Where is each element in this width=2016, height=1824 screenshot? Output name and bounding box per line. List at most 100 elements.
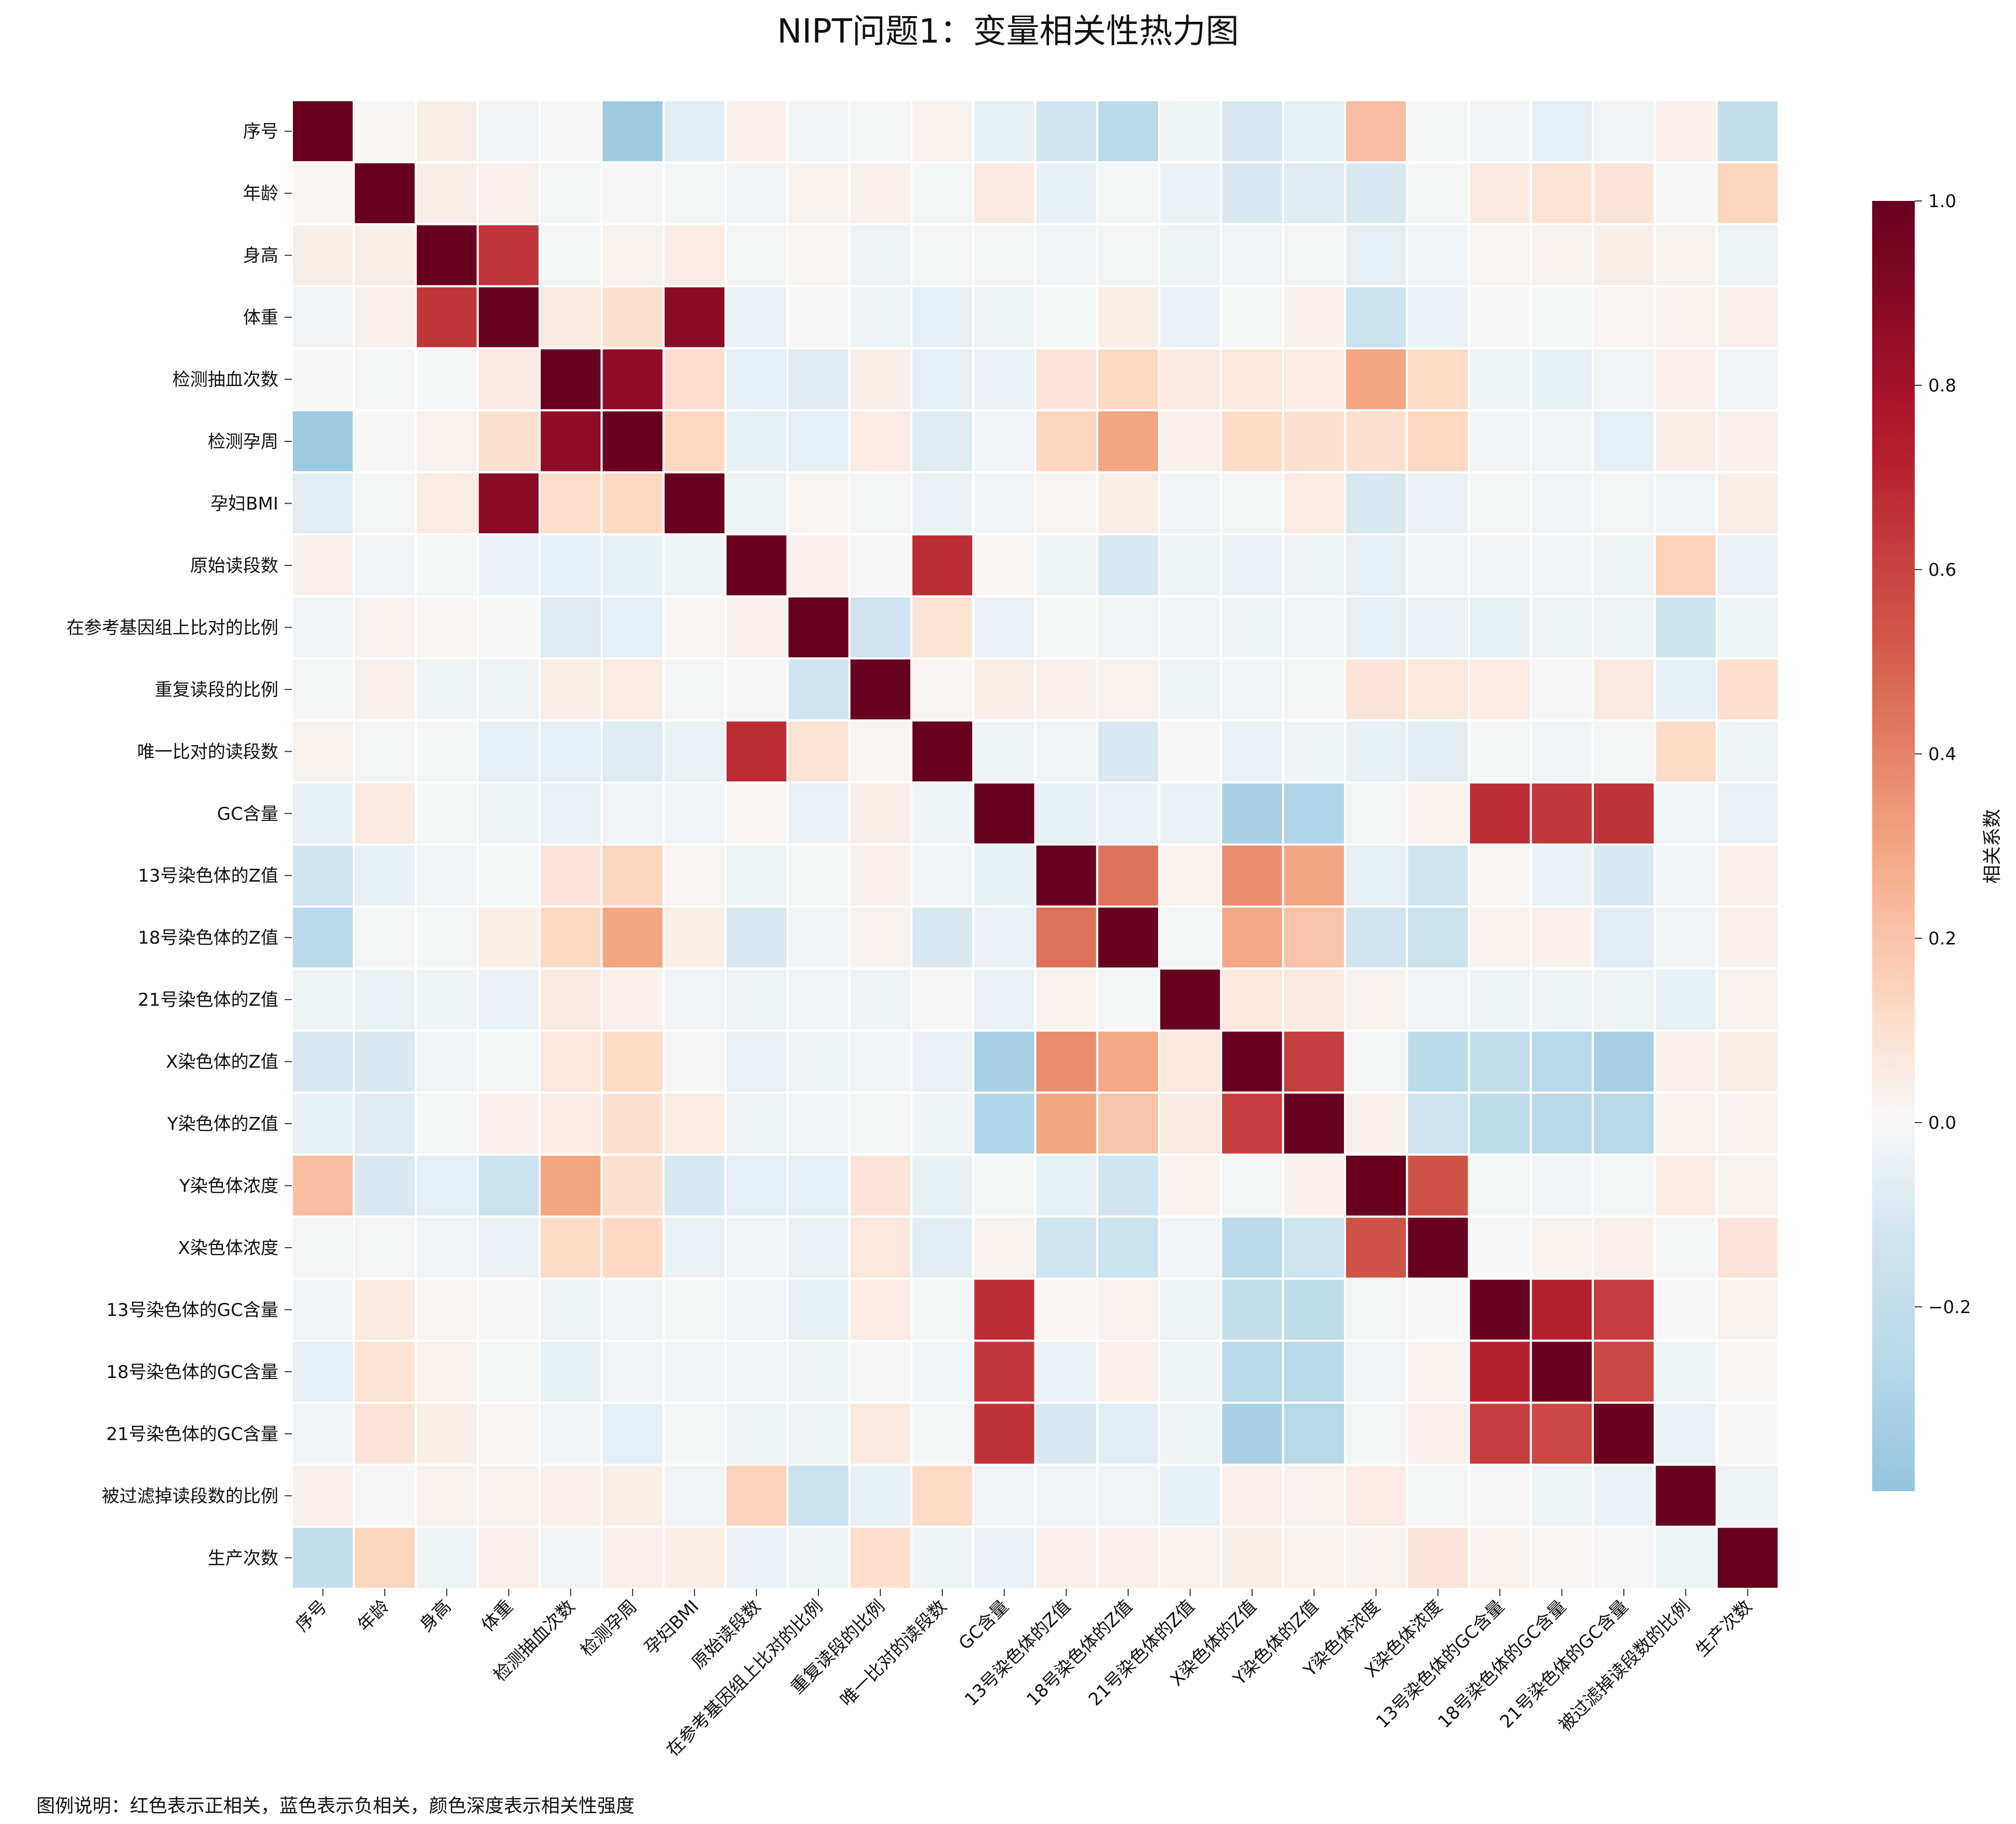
heatmap-cell bbox=[972, 843, 1037, 908]
heatmap-cell bbox=[1468, 781, 1532, 846]
heatmap-cell bbox=[414, 1340, 479, 1404]
heatmap-cell bbox=[972, 223, 1037, 288]
heatmap-cell bbox=[414, 285, 479, 349]
col-label: 唯一比对的读段数 bbox=[836, 1596, 951, 1711]
heatmap-cell bbox=[414, 1277, 479, 1342]
heatmap-cell bbox=[1158, 1277, 1222, 1342]
heatmap-cell bbox=[1220, 1029, 1284, 1094]
heatmap-cell bbox=[1406, 347, 1470, 412]
heatmap-cell bbox=[662, 1277, 727, 1342]
heatmap-cell bbox=[476, 905, 541, 970]
heatmap-cell bbox=[1282, 223, 1346, 288]
heatmap-cell bbox=[1468, 843, 1532, 908]
heatmap-cell bbox=[1034, 905, 1098, 970]
heatmap-cell bbox=[1096, 719, 1161, 784]
heatmap-cell bbox=[910, 347, 975, 412]
heatmap-cell bbox=[724, 409, 789, 474]
heatmap-cell bbox=[972, 1153, 1037, 1218]
heatmap-cell bbox=[786, 471, 851, 536]
heatmap-cell bbox=[1158, 285, 1222, 349]
heatmap-cell bbox=[1220, 285, 1284, 349]
heatmap-cell bbox=[786, 657, 851, 722]
heatmap-cell bbox=[1592, 905, 1656, 970]
heatmap-cell bbox=[1468, 1401, 1532, 1466]
row-label: 重复读段的比例 bbox=[155, 680, 278, 700]
heatmap-cell bbox=[1220, 1153, 1284, 1218]
heatmap-cell bbox=[1034, 285, 1098, 349]
heatmap-cell bbox=[1343, 657, 1408, 722]
heatmap-cell bbox=[600, 1340, 665, 1404]
heatmap-cell bbox=[1096, 1277, 1161, 1342]
col-label: 21号染色体的Z值 bbox=[1084, 1596, 1199, 1710]
heatmap-cell bbox=[848, 1153, 912, 1218]
heatmap-cell bbox=[910, 1215, 975, 1280]
heatmap-cell bbox=[1158, 781, 1222, 846]
heatmap-cell bbox=[1529, 1153, 1594, 1218]
heatmap-cell bbox=[1158, 1525, 1222, 1590]
heatmap-cell bbox=[291, 781, 355, 846]
heatmap-cell bbox=[848, 1277, 912, 1342]
heatmap-cell bbox=[291, 595, 355, 660]
heatmap-cell bbox=[1529, 1525, 1594, 1590]
heatmap-cell bbox=[662, 1091, 727, 1156]
heatmap-cell bbox=[1592, 161, 1656, 225]
heatmap-cell bbox=[414, 471, 479, 536]
heatmap-cell bbox=[662, 1525, 727, 1590]
heatmap-cell bbox=[910, 719, 975, 784]
heatmap-cell bbox=[786, 99, 851, 164]
heatmap-cell bbox=[1034, 223, 1098, 288]
heatmap-cell bbox=[1282, 1525, 1346, 1590]
heatmap-cell bbox=[662, 223, 727, 288]
heatmap-cell bbox=[972, 533, 1037, 598]
heatmap-cell bbox=[1592, 99, 1656, 164]
heatmap-cell bbox=[786, 533, 851, 598]
heatmap-cell bbox=[1654, 843, 1718, 908]
heatmap-cell bbox=[848, 967, 912, 1032]
heatmap-cell bbox=[1158, 409, 1222, 474]
heatmap-cell bbox=[910, 1153, 975, 1218]
heatmap-cell bbox=[1158, 1401, 1222, 1466]
heatmap-cells bbox=[291, 99, 1780, 1590]
heatmap-cell bbox=[1220, 781, 1284, 846]
heatmap-cell bbox=[1343, 781, 1408, 846]
heatmap-cell bbox=[1220, 161, 1284, 225]
heatmap-cell bbox=[972, 285, 1037, 349]
heatmap-cell bbox=[1529, 719, 1594, 784]
heatmap-cell bbox=[1592, 595, 1656, 660]
heatmap-cell bbox=[848, 843, 912, 908]
heatmap-cell bbox=[972, 657, 1037, 722]
heatmap-cell bbox=[1282, 409, 1346, 474]
heatmap-cell bbox=[600, 843, 665, 908]
heatmap-cell bbox=[1343, 595, 1408, 660]
heatmap-cell bbox=[972, 1215, 1037, 1280]
heatmap-cell bbox=[600, 967, 665, 1032]
heatmap-cell bbox=[476, 161, 541, 225]
heatmap-cell bbox=[1529, 223, 1594, 288]
heatmap-cell bbox=[1282, 1091, 1346, 1156]
heatmap-cell bbox=[1468, 1340, 1532, 1404]
heatmap-cell bbox=[291, 285, 355, 349]
heatmap-cell bbox=[1220, 657, 1284, 722]
heatmap-cell bbox=[539, 595, 603, 660]
heatmap-cell bbox=[414, 967, 479, 1032]
heatmap-cell bbox=[1406, 781, 1470, 846]
heatmap-cell bbox=[1654, 1464, 1718, 1528]
heatmap-cell bbox=[724, 1091, 789, 1156]
heatmap-cell bbox=[1715, 409, 1780, 474]
heatmap-cell bbox=[539, 409, 603, 474]
heatmap-cell bbox=[786, 1277, 851, 1342]
heatmap-cell bbox=[1034, 1215, 1098, 1280]
heatmap-cell bbox=[1220, 533, 1284, 598]
heatmap-cell bbox=[1096, 1091, 1161, 1156]
heatmap-cell bbox=[539, 533, 603, 598]
heatmap-cell bbox=[724, 595, 789, 660]
heatmap-cell bbox=[1282, 905, 1346, 970]
heatmap-cell bbox=[476, 409, 541, 474]
heatmap-cell bbox=[414, 223, 479, 288]
heatmap-cell bbox=[1654, 781, 1718, 846]
heatmap-cell bbox=[1343, 967, 1408, 1032]
heatmap-cell bbox=[600, 595, 665, 660]
heatmap-cell bbox=[1034, 657, 1098, 722]
heatmap-cell bbox=[291, 843, 355, 908]
heatmap-cell bbox=[1654, 223, 1718, 288]
